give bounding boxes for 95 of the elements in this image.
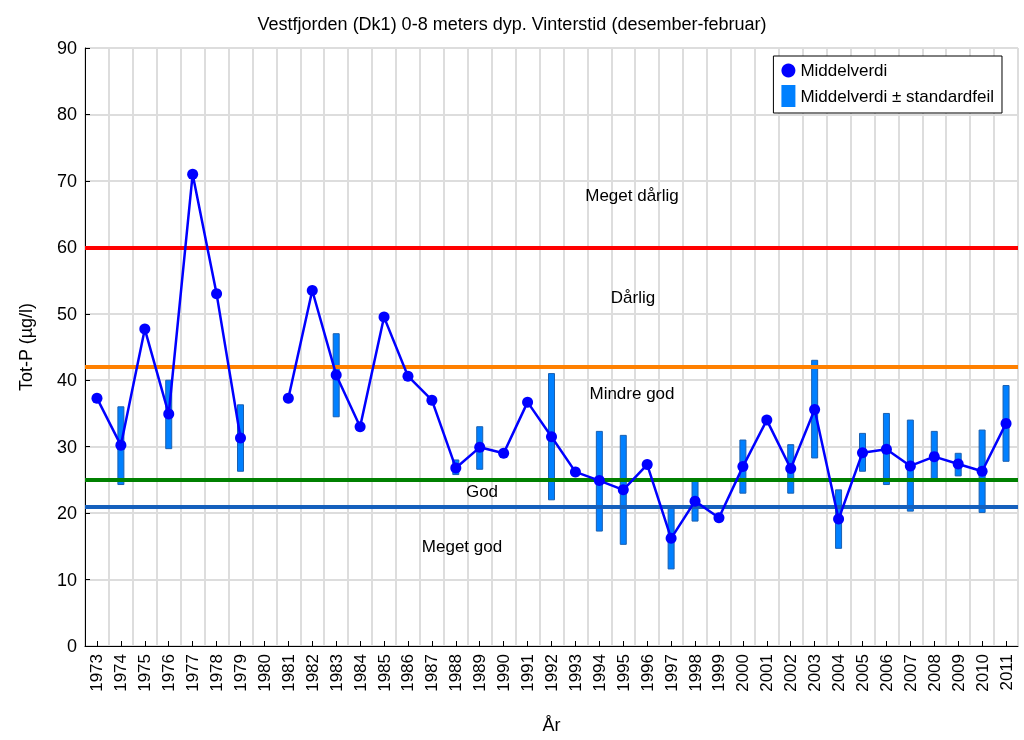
x-tick-label: 1973 [87, 654, 107, 692]
x-tick-label: 1998 [685, 654, 705, 692]
x-tick-label: 1974 [111, 654, 131, 692]
point [665, 532, 677, 544]
x-tick-label: 1992 [542, 654, 561, 692]
y-tick-label: 0 [66, 636, 77, 656]
point [761, 414, 773, 426]
x-tick-label: 1991 [518, 654, 538, 692]
y-tick-label: 20 [56, 503, 77, 524]
point [163, 408, 175, 420]
point [857, 447, 868, 459]
x-tick-label: 1984 [350, 654, 370, 692]
point [211, 288, 223, 300]
x-tick-label: 1977 [183, 654, 203, 692]
point [91, 392, 103, 404]
x-tick-label: 2011 [996, 654, 1016, 691]
point [426, 394, 438, 406]
x-tick-label: 1975 [135, 654, 155, 692]
annotation: God [465, 481, 499, 501]
x-tick-label: 2007 [900, 654, 920, 692]
point [737, 461, 749, 473]
y-tick-label: 50 [56, 303, 77, 324]
x-tick-label: 1980 [254, 654, 274, 692]
point [235, 432, 246, 444]
x-tick-label: 2008 [924, 654, 944, 692]
x-tick-label: 1988 [446, 654, 466, 692]
legend-label: Middelverdi [800, 61, 888, 80]
legend-label: Middelverdi ± standardfeil [800, 86, 994, 106]
x-tick-label: 1986 [398, 654, 418, 692]
point [593, 475, 605, 487]
point [378, 311, 390, 323]
point [689, 495, 701, 507]
y-tick-label: 10 [56, 569, 77, 590]
x-tick-label: 1994 [589, 654, 609, 692]
point [115, 439, 127, 451]
point [880, 443, 892, 455]
x-axis-title: År [542, 715, 561, 735]
point [952, 458, 964, 470]
annotation: Meget god [421, 536, 503, 556]
point [498, 447, 510, 459]
x-tick-label: 1990 [494, 654, 514, 692]
x-tick-label: 2000 [733, 654, 753, 692]
x-tick-label: 1976 [159, 654, 179, 692]
x-tick-label: 1997 [661, 654, 681, 692]
x-tick-label: 2006 [876, 654, 896, 692]
point [187, 168, 199, 180]
point [809, 403, 821, 415]
point [641, 459, 653, 471]
x-tick-label: 1978 [207, 654, 227, 692]
x-tick-label: 2003 [805, 654, 825, 692]
x-tick-label: 1993 [565, 654, 585, 692]
x-tick-label: 1983 [326, 654, 346, 692]
point [282, 392, 294, 404]
annotation: Mindre god [589, 383, 675, 403]
point [928, 451, 940, 463]
point [306, 285, 318, 297]
point [785, 463, 797, 475]
x-tick-label: 1996 [637, 654, 657, 692]
point [976, 465, 988, 477]
y-tick-label: 70 [56, 170, 77, 191]
point [354, 421, 366, 433]
y-tick-label: 40 [56, 370, 77, 391]
x-tick-label: 1985 [374, 654, 394, 692]
point [522, 396, 534, 408]
point [402, 370, 414, 382]
x-tick-label: 1987 [422, 654, 442, 692]
x-tick-label: 1981 [278, 654, 298, 692]
y-axis-title: Tot-P (µg/l) [16, 302, 36, 392]
x-tick-label: 2004 [829, 654, 849, 692]
x-tick-label: 1999 [709, 654, 729, 692]
x-tick-label: 2002 [781, 654, 801, 692]
x-tick-label: 1989 [470, 654, 490, 692]
point [330, 369, 342, 381]
x-tick-label: 2005 [853, 654, 872, 692]
y-tick-label: 60 [56, 237, 77, 258]
x-tick-label: 1995 [613, 654, 633, 692]
y-tick-label: 30 [56, 436, 77, 457]
annotation: Dårlig [610, 287, 656, 307]
point [569, 466, 581, 478]
y-tick-label: 90 [56, 38, 77, 58]
x-tick-label: 1979 [231, 654, 250, 692]
y-tick-label: 80 [56, 104, 77, 125]
annotation: Meget dårlig [585, 185, 679, 205]
point [139, 323, 151, 335]
point [474, 441, 486, 453]
point [833, 513, 845, 525]
x-tick-label: 2010 [972, 654, 992, 692]
point [904, 460, 916, 472]
chart-title: Vestfjorden (Dk1) 0-8 meters dyp. Vinterstid (desember-februar) [257, 14, 767, 34]
x-tick-label: 2001 [757, 654, 777, 692]
point [713, 512, 725, 524]
point [617, 484, 629, 496]
point [546, 431, 557, 443]
x-tick-label: 2009 [948, 654, 968, 692]
x-tick-label: 1982 [302, 654, 322, 692]
